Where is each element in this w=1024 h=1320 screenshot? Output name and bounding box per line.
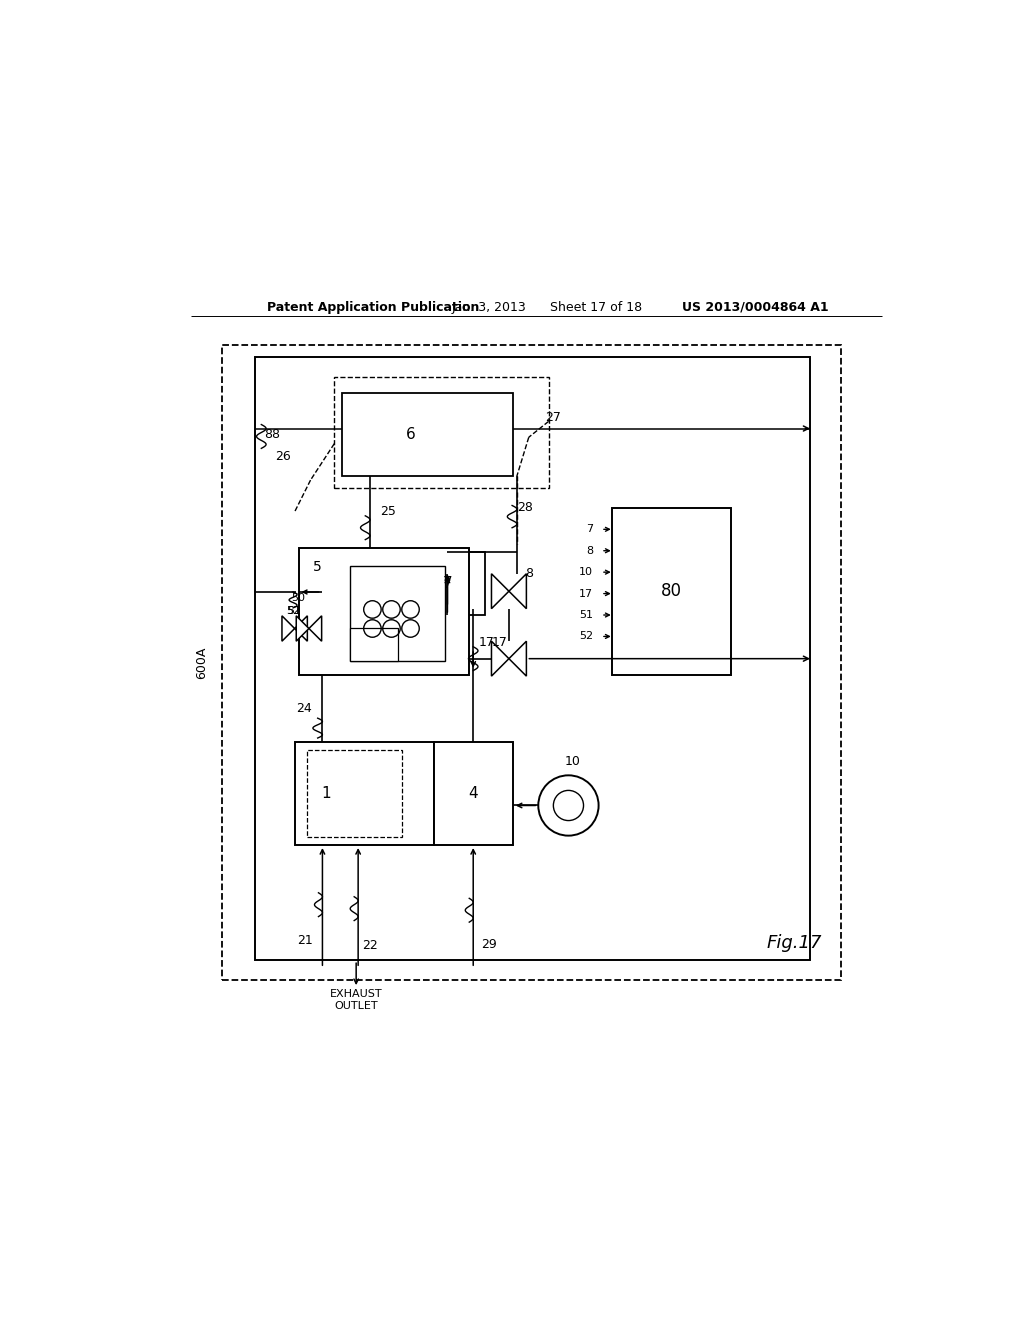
Text: 29: 29 bbox=[481, 937, 497, 950]
Text: 8: 8 bbox=[586, 545, 593, 556]
Bar bbox=[350, 566, 445, 661]
Text: 10: 10 bbox=[564, 755, 581, 767]
Text: 51: 51 bbox=[288, 606, 302, 616]
Bar bbox=[410, 552, 485, 615]
Polygon shape bbox=[282, 616, 295, 642]
Text: 80: 80 bbox=[662, 582, 682, 601]
Bar bbox=[295, 742, 433, 845]
Text: Patent Application Publication: Patent Application Publication bbox=[267, 301, 479, 314]
Bar bbox=[255, 358, 811, 960]
Text: 28: 28 bbox=[517, 502, 532, 515]
Bar bbox=[612, 508, 731, 675]
Text: 50: 50 bbox=[292, 594, 305, 603]
Text: 5: 5 bbox=[313, 560, 322, 574]
Text: 17: 17 bbox=[479, 636, 495, 649]
Text: 52: 52 bbox=[286, 606, 300, 616]
Bar bbox=[433, 742, 513, 845]
Text: 7: 7 bbox=[442, 576, 453, 591]
Text: 88: 88 bbox=[264, 429, 281, 441]
Text: 21: 21 bbox=[297, 933, 313, 946]
Text: Fig.17: Fig.17 bbox=[767, 933, 822, 952]
Polygon shape bbox=[492, 574, 509, 609]
Text: 10: 10 bbox=[579, 568, 593, 577]
Text: 52: 52 bbox=[579, 631, 593, 642]
Text: 6: 6 bbox=[406, 426, 416, 442]
Text: 600A: 600A bbox=[196, 647, 208, 678]
Bar bbox=[350, 628, 397, 661]
Bar bbox=[334, 378, 549, 488]
Text: 27: 27 bbox=[545, 411, 560, 424]
Text: 24: 24 bbox=[296, 702, 312, 714]
Polygon shape bbox=[309, 616, 322, 642]
Bar bbox=[299, 548, 469, 675]
Polygon shape bbox=[509, 574, 526, 609]
Text: 22: 22 bbox=[362, 940, 378, 953]
Text: 17: 17 bbox=[492, 636, 507, 649]
Polygon shape bbox=[492, 642, 509, 676]
Text: EXHAUST
OUTLET: EXHAUST OUTLET bbox=[330, 989, 383, 1011]
Text: 8: 8 bbox=[524, 568, 532, 581]
Text: US 2013/0004864 A1: US 2013/0004864 A1 bbox=[682, 301, 828, 314]
Polygon shape bbox=[295, 616, 307, 642]
Text: 17: 17 bbox=[579, 589, 593, 598]
Bar bbox=[221, 346, 841, 979]
Bar bbox=[342, 393, 513, 477]
Text: 51: 51 bbox=[579, 610, 593, 620]
Text: Sheet 17 of 18: Sheet 17 of 18 bbox=[550, 301, 642, 314]
Text: 26: 26 bbox=[274, 450, 291, 463]
Text: Jan. 3, 2013: Jan. 3, 2013 bbox=[452, 301, 526, 314]
Polygon shape bbox=[509, 642, 526, 676]
Text: 1: 1 bbox=[322, 787, 331, 801]
Polygon shape bbox=[296, 616, 309, 642]
Text: 7: 7 bbox=[586, 524, 593, 535]
Bar bbox=[306, 750, 401, 837]
Text: 25: 25 bbox=[380, 506, 396, 519]
Text: 4: 4 bbox=[468, 787, 478, 801]
